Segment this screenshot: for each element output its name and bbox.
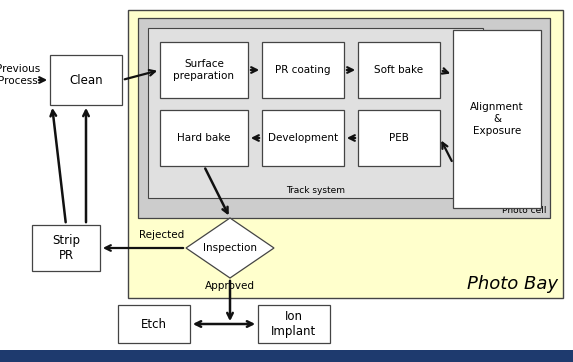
Bar: [160, 110, 248, 166]
Text: Etch: Etch: [141, 317, 167, 331]
Bar: [160, 42, 248, 98]
Text: Inspection: Inspection: [203, 243, 257, 253]
Bar: [358, 42, 440, 98]
Bar: [0, 350, 573, 362]
Bar: [453, 30, 541, 208]
Text: Rejected: Rejected: [139, 230, 184, 240]
Text: Soft bake: Soft bake: [374, 65, 423, 75]
Polygon shape: [186, 218, 274, 278]
Text: Hard bake: Hard bake: [177, 133, 231, 143]
Text: Alignment
&
Exposure: Alignment & Exposure: [470, 102, 524, 136]
Text: Approved: Approved: [205, 281, 255, 291]
Bar: [262, 42, 344, 98]
Bar: [118, 305, 190, 343]
Bar: [262, 110, 344, 166]
Text: Photo Bay: Photo Bay: [467, 275, 558, 293]
Text: Development: Development: [268, 133, 338, 143]
Bar: [358, 110, 440, 166]
Text: Surface
preparation: Surface preparation: [174, 59, 234, 81]
Text: Strip
PR: Strip PR: [52, 234, 80, 262]
Bar: [148, 28, 483, 198]
Text: Ion
Implant: Ion Implant: [272, 310, 317, 338]
Text: Previous
Process: Previous Process: [0, 64, 40, 86]
Bar: [258, 305, 330, 343]
Text: Photo cell: Photo cell: [501, 206, 546, 215]
Text: PEB: PEB: [389, 133, 409, 143]
Bar: [32, 225, 100, 271]
Bar: [50, 55, 122, 105]
Text: PR coating: PR coating: [275, 65, 331, 75]
Text: Track system: Track system: [286, 186, 345, 195]
Bar: [128, 10, 563, 298]
Text: Clean: Clean: [69, 73, 103, 87]
Bar: [138, 18, 550, 218]
